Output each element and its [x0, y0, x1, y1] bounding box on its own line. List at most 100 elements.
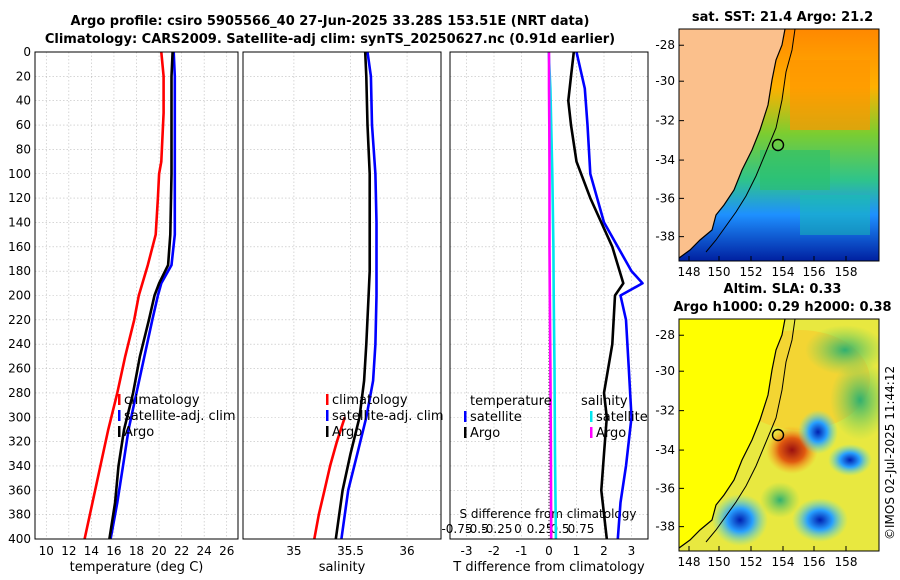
map-lat-label: -32	[655, 114, 675, 128]
argo-location-marker	[771, 428, 785, 442]
x-axis-label-top: S difference from climatology	[460, 507, 637, 521]
y-tick-label: 80	[16, 142, 31, 156]
legend-swatch	[326, 394, 329, 405]
series-line-argo	[108, 51, 174, 540]
x-tick-label: 36	[399, 544, 414, 558]
x-tick-label: 35.5	[337, 544, 364, 558]
x-tick-label: 26	[219, 544, 234, 558]
map-lon-label: 148	[678, 265, 701, 279]
y-tick-label: 160	[8, 240, 31, 254]
sst-map-title: sat. SST: 21.4 Argo: 21.2	[691, 10, 874, 25]
legend-label: climatology	[124, 393, 200, 408]
series-line-satellite-adj-clim	[109, 51, 177, 540]
legend-swatch	[590, 411, 593, 422]
map-lon-label: 152	[740, 555, 763, 569]
map-lon-label: 156	[803, 265, 826, 279]
y-tick-label: 220	[8, 313, 31, 327]
series-line-s-argo	[547, 52, 553, 540]
x-axis-label: temperature (deg C)	[70, 560, 204, 575]
legend-label: satellite-adj. clim	[332, 409, 444, 424]
argo-location-marker	[771, 138, 785, 152]
legend-swatch	[118, 394, 121, 405]
y-tick-label: 0	[23, 45, 31, 59]
y-tick-label: 140	[8, 215, 31, 229]
x-tick-label: 35	[286, 544, 301, 558]
y-tick-label: 40	[16, 94, 31, 108]
isobath	[705, 319, 796, 543]
y-tick-label: 180	[8, 264, 31, 278]
y-tick-label: 340	[8, 459, 31, 473]
top-x-tick-label: -0.75	[441, 522, 472, 536]
map-lat-label: -36	[655, 481, 675, 495]
series-line-argo	[334, 51, 372, 540]
x-tick-label: 3	[628, 544, 636, 558]
y-tick-label: 280	[8, 386, 31, 400]
x-tick-label: 10	[39, 544, 54, 558]
x-tick-label: 12	[61, 544, 76, 558]
legend-label: Argo	[124, 425, 154, 440]
series-line-satellite-adj-clim	[340, 51, 378, 540]
chart-panel-salinity: 35 35.5 36 salinity climatologysatellite-adj…	[242, 51, 444, 575]
land-mass	[679, 29, 785, 258]
series-line-climatology	[313, 416, 347, 540]
map-lat-label: -34	[655, 443, 675, 457]
series-line-t-satellite	[575, 51, 644, 540]
y-tick-label: 240	[8, 337, 31, 351]
x-tick-label: 16	[106, 544, 121, 558]
coastline	[679, 29, 786, 259]
legend-label: satellite	[470, 410, 522, 425]
map-lat-label: -28	[655, 328, 675, 342]
top-x-tick-label: -0.25	[481, 522, 512, 536]
coastline	[679, 319, 786, 549]
series-line-s-satellite	[547, 51, 558, 540]
profile-charts: 10 12 14 16 18 20 22 24 260204060801001201401601…	[8, 45, 649, 575]
sla-map-title-line2: Argo h1000: 0.29 h2000: 0.38	[673, 300, 892, 315]
x-tick-label: -2	[488, 544, 500, 558]
x-tick-label: 1	[573, 544, 581, 558]
figure-title-line2: Climatology: CARS2009. Satellite-adj cli…	[44, 32, 616, 47]
legend-swatch	[464, 427, 467, 438]
legend-label: climatology	[332, 393, 408, 408]
top-x-tick-label: 0	[514, 522, 522, 536]
series-line-t-argo	[566, 51, 625, 540]
axes-frame	[449, 51, 649, 540]
legend-temperature-title: temperature	[470, 394, 552, 409]
axes-frame	[34, 51, 239, 540]
sla-map	[679, 319, 879, 551]
map-lat-label: -38	[655, 520, 675, 534]
legend-label: Argo	[470, 426, 500, 441]
y-tick-label: 380	[8, 508, 31, 522]
map-lon-label: 150	[708, 555, 731, 569]
legend-label: Argo	[332, 425, 362, 440]
y-tick-label: 320	[8, 435, 31, 449]
map-lon-label: 154	[772, 555, 795, 569]
map-lon-label: 152	[740, 265, 763, 279]
x-tick-label: 20	[151, 544, 166, 558]
legend-label: Argo	[596, 426, 626, 441]
x-axis-label: T difference from climatology	[452, 560, 645, 575]
map-lat-label: -34	[655, 153, 675, 167]
map-lon-label: 148	[678, 555, 701, 569]
x-tick-label: -3	[461, 544, 473, 558]
map-lat-label: -38	[655, 230, 675, 244]
y-tick-label: 60	[16, 118, 31, 132]
x-tick-label: 24	[197, 544, 212, 558]
legend-swatch	[326, 410, 329, 421]
map-lon-label: 156	[803, 555, 826, 569]
x-tick-label: 14	[84, 544, 99, 558]
x-tick-label: 0	[545, 544, 553, 558]
map-lon-label: 150	[708, 265, 731, 279]
legend-swatch	[118, 410, 121, 421]
map-axes: -28 -30 -32 -34 -36 -38 148 150 152 154 156 158 -28 -…	[655, 38, 857, 569]
map-lon-label: 158	[835, 265, 858, 279]
y-tick-label: 20	[16, 69, 31, 83]
x-tick-label: 22	[174, 544, 189, 558]
chart-panel-temperature: 10 12 14 16 18 20 22 24 260204060801001201401601…	[8, 45, 239, 575]
legend-salinity-title: salinity	[581, 394, 628, 409]
isobath	[705, 29, 796, 253]
x-tick-label: -1	[516, 544, 528, 558]
legend-label: satellite	[596, 410, 648, 425]
map-lat-label: -32	[655, 404, 675, 418]
legend-swatch	[326, 426, 329, 437]
